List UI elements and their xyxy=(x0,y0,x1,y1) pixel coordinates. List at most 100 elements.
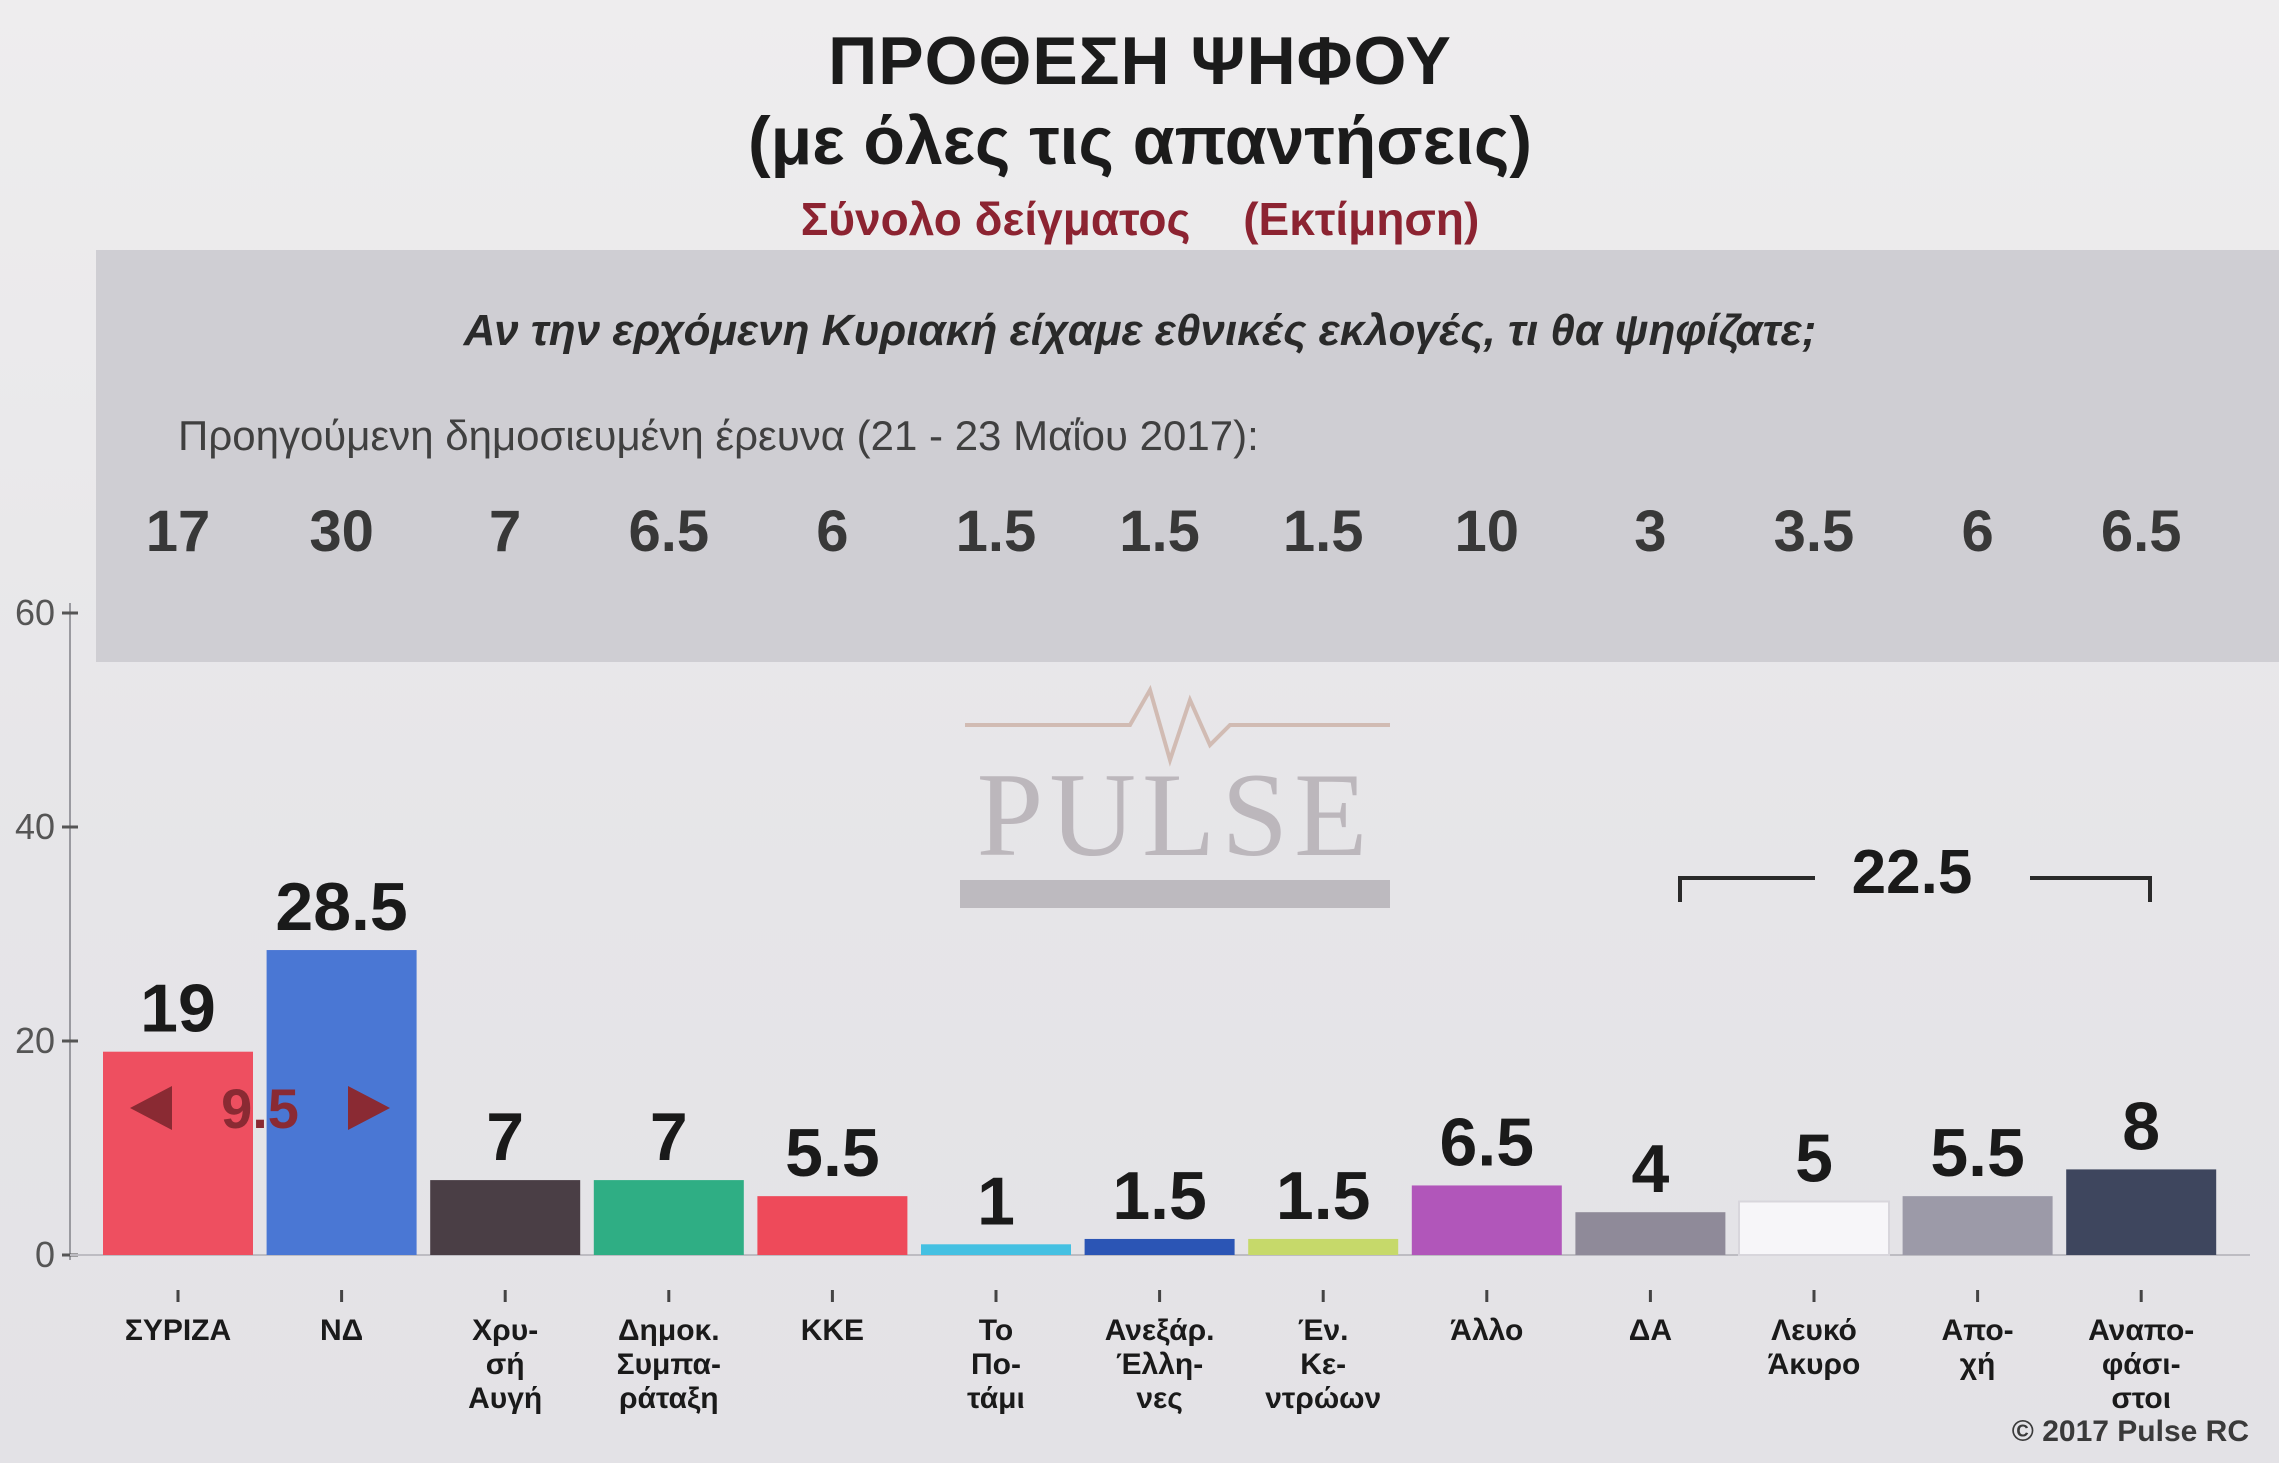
category-label-line: ΔΑ xyxy=(1629,1314,1672,1347)
bar xyxy=(103,1051,253,1255)
category-label-line: νες xyxy=(1136,1382,1183,1415)
y-tick-label: 60 xyxy=(15,592,55,633)
bar xyxy=(1902,1196,2053,1255)
annotations: 9.5 22.5 xyxy=(130,838,2152,1140)
category-label-line: ΚΚΕ xyxy=(801,1314,864,1347)
previous-value: 3 xyxy=(1634,499,1667,564)
estimate-label: (Εκτίμηση) xyxy=(1243,193,1480,245)
y-tick-label: 40 xyxy=(15,806,55,847)
category-label-line: Το xyxy=(979,1314,1013,1347)
value-label: 7 xyxy=(486,1099,524,1175)
bar xyxy=(430,1180,581,1255)
value-label: 5 xyxy=(1795,1121,1833,1197)
category-label-line: Αναπο- xyxy=(2088,1314,2194,1347)
category-label-line: Έν. xyxy=(1298,1314,1349,1347)
value-label: 1.5 xyxy=(1276,1158,1371,1234)
value-labels: 19 28.5 7 7 5.5 1 1.5 1.5 6.5 4 5 5.5 8 xyxy=(140,869,2160,1239)
category-label-line: Άλλο xyxy=(1450,1314,1523,1347)
bar xyxy=(1248,1238,1399,1255)
category-label: Δημοκ. Συμπα-ράταξη xyxy=(617,1314,721,1415)
sample-line: Σύνολο δείγματος (Εκτίμηση) xyxy=(560,192,1720,246)
group-total-label: 22.5 xyxy=(1852,838,1973,907)
category-label-line: χή xyxy=(1960,1348,1996,1381)
category-label-line: τάμι xyxy=(967,1382,1025,1415)
category-label: Λευκό Άκυρο xyxy=(1768,1314,1861,1381)
category-label: Απο-χή xyxy=(1942,1314,2014,1381)
category-label-line: Έλλη- xyxy=(1116,1348,1203,1381)
category-label-line: ΝΔ xyxy=(320,1314,363,1347)
value-label: 8 xyxy=(2122,1088,2160,1164)
value-label: 28.5 xyxy=(275,869,407,945)
category-label-line: στοι xyxy=(2111,1382,2171,1415)
value-label: 1.5 xyxy=(1112,1158,1207,1234)
category-label-line: ντρώων xyxy=(1265,1382,1381,1415)
bar xyxy=(757,1196,908,1255)
category-label: ΝΔ xyxy=(320,1314,363,1347)
bar xyxy=(1084,1238,1235,1255)
value-label: 4 xyxy=(1631,1131,1669,1207)
chart-subtitle: (με όλες τις απαντήσεις) xyxy=(748,103,1532,179)
category-label-line: Πο- xyxy=(971,1348,1021,1381)
category-labels: ΣΥΡΙΖΑ ΝΔ Χρυ-σή Αυγή Δημοκ. Συμπα-ράταξη ΚΚΕ Τ… xyxy=(125,1290,2194,1415)
bar xyxy=(2066,1169,2217,1255)
category-label: Αναπο-φάσι-στοι xyxy=(2088,1314,2194,1415)
watermark-band xyxy=(960,880,1390,908)
watermark-text: PULSE xyxy=(977,748,1374,881)
previous-survey-label: Προηγούμενη δημοσιευμένη έρευνα (21 - 23… xyxy=(178,412,1259,459)
value-label: 7 xyxy=(650,1099,688,1175)
previous-value: 1.5 xyxy=(1282,499,1364,564)
difference-label: 9.5 xyxy=(221,1077,299,1140)
category-label-line: Δημοκ. xyxy=(618,1314,720,1347)
category-label-line: Συμπα- xyxy=(617,1348,721,1381)
category-label-line: Άκυρο xyxy=(1768,1348,1861,1381)
chart-title: ΠΡΟΘΕΣΗ ΨΗΦΟΥ xyxy=(828,23,1452,99)
previous-value: 6.5 xyxy=(628,499,710,564)
previous-value: 6 xyxy=(1961,499,1994,564)
previous-value: 7 xyxy=(489,499,522,564)
previous-value: 30 xyxy=(309,499,374,564)
survey-question: Αν την ερχόμενη Κυριακή είχαμε εθνικές ε… xyxy=(463,306,1817,355)
category-label: Χρυ-σή Αυγή xyxy=(468,1314,542,1415)
category-label: Ανεξάρ. Έλλη-νες xyxy=(1105,1314,1215,1415)
watermark-pulse-line xyxy=(965,684,1390,767)
bar xyxy=(1411,1185,1562,1255)
question-panel xyxy=(96,250,2279,662)
y-tick-label: 0 xyxy=(35,1234,55,1275)
left-arrow-icon xyxy=(130,1086,172,1130)
category-label-line: Αυγή xyxy=(468,1382,542,1415)
bar xyxy=(1738,1200,1890,1256)
category-label: ΚΚΕ xyxy=(801,1314,864,1347)
previous-value: 17 xyxy=(145,499,211,564)
previous-value: 1.5 xyxy=(955,499,1037,564)
copyright-notice: © 2017 Pulse RC xyxy=(2011,1415,2249,1448)
value-label: 19 xyxy=(140,971,216,1047)
category-label-line: ΣΥΡΙΖΑ xyxy=(125,1314,231,1347)
y-tick-label: 20 xyxy=(15,1020,55,1061)
category-label-line: ράταξη xyxy=(619,1382,719,1415)
bar xyxy=(266,950,417,1255)
pulse-watermark: PULSE xyxy=(960,684,1390,908)
category-label-line: Λευκό xyxy=(1771,1314,1857,1347)
bar xyxy=(921,1244,1071,1255)
bar xyxy=(593,1180,744,1255)
value-label: 5.5 xyxy=(1930,1115,2025,1191)
sample-label: Σύνολο δείγματος xyxy=(800,193,1191,245)
bar xyxy=(1575,1212,1726,1255)
value-label: 6.5 xyxy=(1440,1104,1535,1180)
right-arrow-icon xyxy=(348,1086,390,1130)
category-label-line: φάσι- xyxy=(2102,1348,2181,1381)
group-bracket xyxy=(1678,876,2152,902)
category-label-line: Χρυ- xyxy=(472,1314,538,1347)
category-label-line: σή xyxy=(486,1348,525,1381)
previous-value: 3.5 xyxy=(1773,499,1855,564)
previous-value: 10 xyxy=(1454,499,1520,564)
value-label: 5.5 xyxy=(785,1115,880,1191)
value-label: 1 xyxy=(977,1163,1015,1239)
category-label: Έν. Κε-ντρώων xyxy=(1265,1314,1381,1415)
bars xyxy=(103,950,2217,1256)
category-label-line: Ανεξάρ. xyxy=(1105,1314,1215,1347)
category-label-line: Κε- xyxy=(1300,1348,1346,1381)
category-label: Το Πο-τάμι xyxy=(967,1314,1025,1415)
category-label: Άλλο xyxy=(1450,1314,1523,1347)
